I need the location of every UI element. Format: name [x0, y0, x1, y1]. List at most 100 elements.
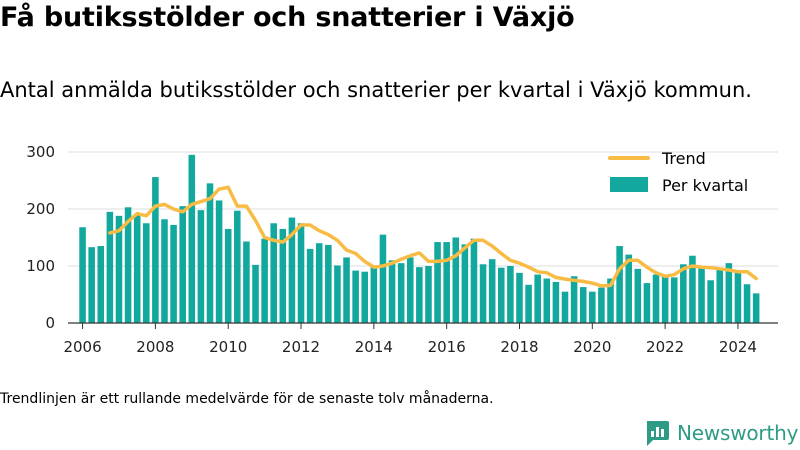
bar [607, 278, 614, 323]
bar [452, 237, 460, 323]
bar [743, 284, 751, 323]
y-tick-label: 0 [45, 314, 55, 332]
bar [143, 223, 150, 323]
bar [434, 242, 441, 323]
bar [598, 287, 605, 323]
bar [416, 267, 423, 323]
chart-title: Få butiksstölder och snatterier i Växjö [0, 2, 575, 33]
bar [707, 280, 714, 323]
bar [443, 242, 450, 323]
footnote: Trendlinjen är ett rullande medelvärde f… [0, 391, 494, 407]
chart-area: 0 100 200 300 2006 2008 2010 2012 2014 2016 2018 20… [26, 143, 778, 356]
bar [670, 277, 678, 323]
trend-line [108, 185, 758, 288]
y-tick-label: 100 [26, 257, 55, 275]
bar [716, 268, 724, 323]
bar [561, 291, 569, 323]
legend-bar-swatch [610, 177, 648, 192]
bar [197, 210, 205, 323]
bar [115, 215, 123, 323]
bar [525, 284, 532, 323]
bar [343, 257, 350, 323]
bar [206, 183, 214, 323]
bar [397, 263, 405, 323]
bar [133, 214, 141, 323]
bar [306, 248, 314, 323]
x-tick-label: 2016 [428, 338, 466, 356]
bar [215, 200, 223, 323]
bar [570, 276, 578, 323]
bar [625, 254, 632, 323]
bar [470, 238, 478, 323]
bar [188, 154, 196, 323]
bar [652, 274, 660, 323]
bar [552, 281, 560, 323]
chart-subtitle: Antal anmälda butiksstölder och snatteri… [0, 78, 752, 102]
brand-name: Newsworthy [677, 421, 799, 445]
bar [752, 293, 760, 323]
bar [643, 283, 651, 323]
bar [261, 238, 268, 323]
y-tick-label: 300 [26, 143, 55, 161]
bar [288, 217, 296, 323]
bar [170, 224, 177, 323]
bar [498, 267, 505, 323]
bar [534, 274, 541, 323]
bar [516, 272, 523, 323]
bar [379, 234, 387, 323]
legend-trend-label: Trend [661, 149, 706, 168]
bar [725, 263, 733, 323]
x-tick-label: 2008 [136, 338, 174, 356]
bar [124, 207, 132, 323]
bar [152, 177, 159, 323]
bar [315, 243, 323, 323]
bar [234, 210, 241, 323]
bar [352, 270, 359, 323]
bar [334, 265, 341, 323]
bar [252, 264, 259, 323]
bar [179, 206, 186, 323]
bar [734, 271, 742, 323]
bar [297, 223, 305, 323]
axes: 0 100 200 300 2006 2008 2010 2012 2014 2016 2018 20… [26, 143, 778, 356]
x-tick-label: 2024 [719, 338, 757, 356]
x-tick-label: 2022 [646, 338, 684, 356]
bar [698, 267, 705, 323]
bar [589, 291, 596, 323]
y-tick-label: 200 [26, 200, 55, 218]
bar [579, 287, 587, 323]
legend-bar-label: Per kvartal [662, 176, 748, 195]
bar [388, 260, 396, 323]
bar [106, 211, 114, 323]
bar [370, 266, 378, 323]
bar [479, 264, 487, 323]
bar [461, 244, 469, 323]
bar [661, 276, 669, 323]
x-tick-label: 2014 [355, 338, 393, 356]
bar [406, 257, 414, 323]
bar [543, 278, 551, 323]
bar [161, 219, 168, 323]
x-tick-label: 2012 [282, 338, 320, 356]
bar [79, 227, 86, 323]
bar [425, 266, 432, 323]
x-tick-label: 2018 [500, 338, 538, 356]
x-tick-label: 2006 [63, 338, 101, 356]
bar [634, 268, 642, 323]
bar [224, 228, 232, 323]
bar [680, 264, 687, 323]
bar-series [79, 154, 760, 323]
bar [507, 266, 514, 323]
bar [270, 223, 277, 323]
x-tick-label: 2010 [209, 338, 247, 356]
bar [243, 241, 250, 323]
trend-series [108, 185, 758, 288]
brand-logo: Newsworthy [643, 418, 798, 448]
x-tick-label: 2020 [573, 338, 611, 356]
bar [689, 255, 696, 323]
bar [361, 271, 369, 323]
newsworthy-logo-icon [646, 421, 669, 446]
bar [616, 246, 623, 323]
bar [488, 259, 496, 323]
bar [88, 247, 95, 323]
